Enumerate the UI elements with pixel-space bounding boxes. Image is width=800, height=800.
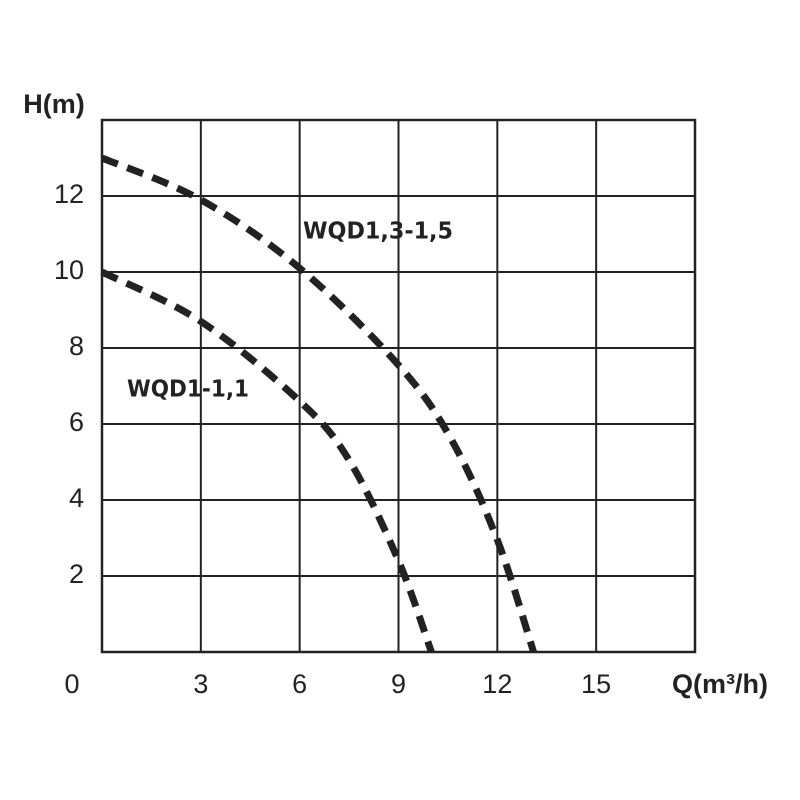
y-tick-label: 8 (69, 331, 84, 361)
curve-label: WQD1-1,1 (127, 377, 249, 403)
curve (100, 154, 537, 654)
curve (100, 268, 435, 654)
x-tick-label: 15 (581, 669, 611, 699)
y-tick-label: 0 (64, 669, 79, 699)
y-tick-label: 12 (54, 179, 84, 209)
y-tick-label: 6 (69, 407, 84, 437)
curve-label: WQD1,3-1,5 (303, 219, 453, 245)
x-tick-label: 6 (292, 669, 307, 699)
y-tick-label: 2 (69, 559, 84, 589)
x-tick-label: 3 (193, 669, 208, 699)
x-axis-title: Q(m³/h) (672, 669, 768, 699)
x-tick-label: 9 (391, 669, 406, 699)
x-tick-label: 12 (482, 669, 512, 699)
y-axis-title: H(m) (23, 89, 85, 119)
y-tick-label: 4 (69, 483, 84, 513)
y-tick-label: 10 (54, 255, 84, 285)
